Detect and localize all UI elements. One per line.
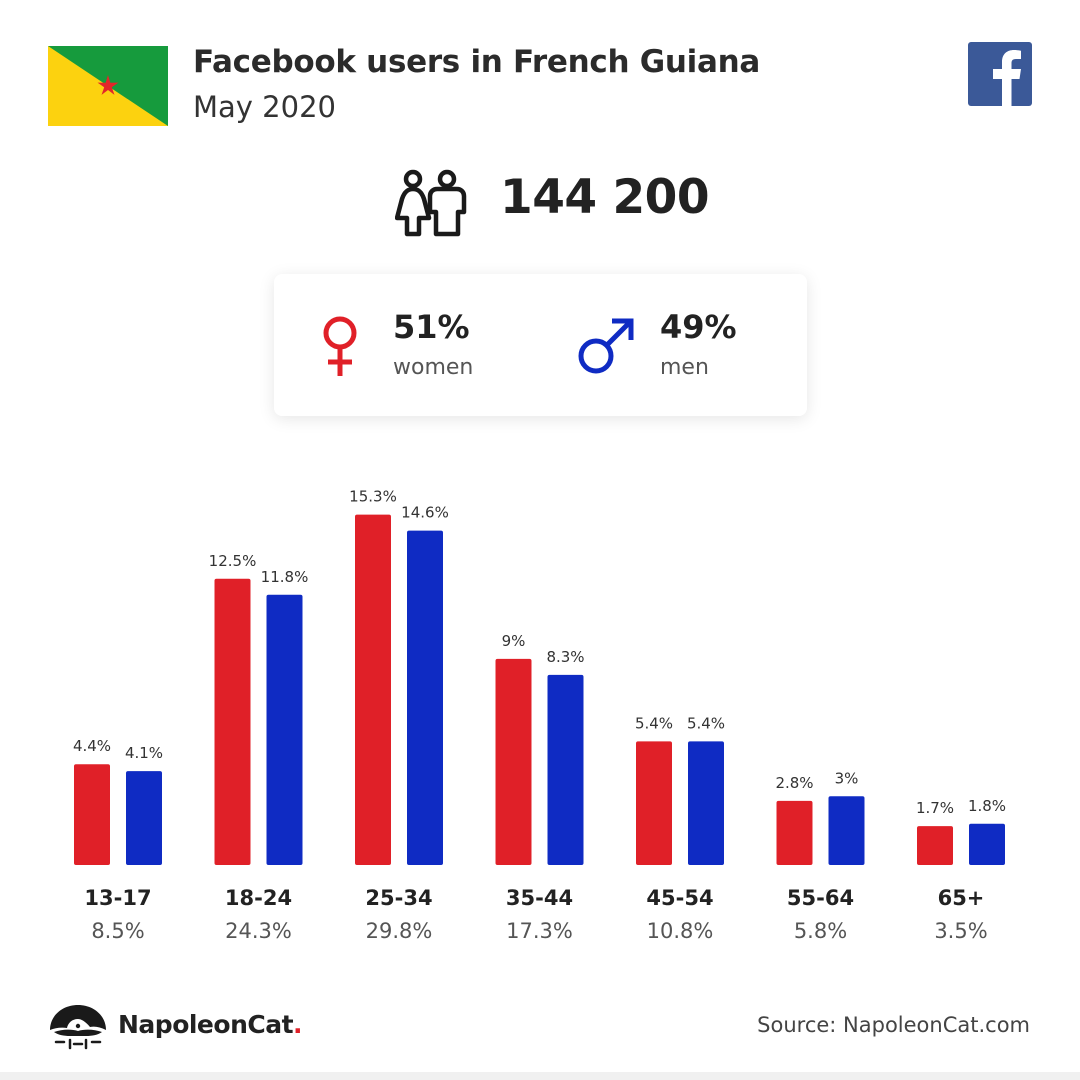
source-credit: Source: NapoleonCat.com bbox=[757, 1013, 1030, 1037]
women-label: women bbox=[393, 355, 474, 380]
category-label-18-24: 18-24 bbox=[225, 886, 292, 910]
bar-value-label-women-25-34: 15.3% bbox=[349, 488, 397, 506]
bar-value-label-women-35-44: 9% bbox=[502, 632, 526, 650]
men-label: men bbox=[660, 355, 709, 380]
age-gender-bar-chart: 4.4% 4.1% 13-17 8.5% 12.5%11.8% 18-24 24.3% 15.… bbox=[73, 488, 1006, 943]
bar-value-label-men-55-64: 3% bbox=[835, 769, 859, 787]
category-share-13-17: 8.5% bbox=[91, 919, 144, 943]
bar-men-65+ bbox=[969, 823, 1005, 865]
bar-value-label-women-18-24: 12.5% bbox=[209, 552, 257, 570]
bar-value-label-men-13-17: 4.1% bbox=[125, 744, 163, 762]
bar-value-label-men-65+: 1.8% bbox=[968, 797, 1006, 815]
bar-value-label-men-35-44: 8.3% bbox=[546, 648, 584, 666]
bar-women-13-17 bbox=[74, 764, 110, 865]
category-share-25-34: 29.8% bbox=[366, 919, 433, 943]
bar-men-25-34 bbox=[407, 530, 443, 865]
category-label-55-64: 55-64 bbox=[787, 886, 854, 910]
bar-value-label-men-18-24: 11.8% bbox=[261, 568, 309, 586]
bar-value-label-men-45-54: 5.4% bbox=[687, 714, 725, 732]
bar-men-13-17 bbox=[126, 771, 162, 865]
people-icon bbox=[395, 169, 467, 237]
bar-women-55-64 bbox=[776, 800, 813, 865]
male-symbol-icon bbox=[578, 318, 634, 374]
category-label-35-44: 35-44 bbox=[506, 886, 573, 910]
bar-men-55-64 bbox=[828, 796, 865, 865]
men-percentage: 49% bbox=[660, 308, 737, 346]
napoleoncat-brand: NapoleonCat. bbox=[118, 1010, 303, 1039]
women-percentage: 51% bbox=[393, 308, 470, 346]
brand-dot: . bbox=[293, 1010, 303, 1039]
category-label-65+: 65+ bbox=[938, 886, 985, 910]
bar-value-label-women-13-17: 4.4% bbox=[73, 737, 111, 755]
bottom-strip bbox=[0, 1072, 1080, 1080]
bar-men-18-24 bbox=[266, 594, 303, 865]
bar-women-25-34 bbox=[355, 514, 391, 865]
bar-women-18-24 bbox=[214, 578, 251, 865]
page-date: May 2020 bbox=[193, 90, 336, 124]
bar-men-35-44 bbox=[547, 674, 584, 865]
female-symbol-icon bbox=[323, 316, 357, 376]
category-share-45-54: 10.8% bbox=[647, 919, 714, 943]
facebook-logo-icon bbox=[968, 42, 1032, 106]
bar-men-45-54 bbox=[688, 741, 724, 865]
gender-split-card: 51% women 49% men bbox=[274, 274, 807, 416]
bar-value-label-men-25-34: 14.6% bbox=[401, 504, 449, 522]
category-share-35-44: 17.3% bbox=[506, 919, 573, 943]
category-share-65+: 3.5% bbox=[934, 919, 987, 943]
french-guiana-flag-icon bbox=[48, 46, 168, 126]
bar-women-45-54 bbox=[636, 741, 672, 865]
category-share-55-64: 5.8% bbox=[794, 919, 847, 943]
category-label-13-17: 13-17 bbox=[84, 886, 151, 910]
bar-women-65+ bbox=[917, 826, 953, 865]
category-label-25-34: 25-34 bbox=[365, 886, 432, 910]
bar-value-label-women-65+: 1.7% bbox=[916, 799, 954, 817]
bar-value-label-women-55-64: 2.8% bbox=[775, 774, 813, 792]
category-share-18-24: 24.3% bbox=[225, 919, 292, 943]
bar-value-label-women-45-54: 5.4% bbox=[635, 714, 673, 732]
napoleoncat-logo-icon bbox=[50, 1005, 106, 1050]
brand-name: NapoleonCat bbox=[118, 1010, 294, 1039]
page-title: Facebook users in French Guiana bbox=[193, 44, 761, 80]
category-label-45-54: 45-54 bbox=[646, 886, 713, 910]
bar-women-35-44 bbox=[495, 658, 532, 865]
total-users-value: 144 200 bbox=[500, 170, 710, 225]
